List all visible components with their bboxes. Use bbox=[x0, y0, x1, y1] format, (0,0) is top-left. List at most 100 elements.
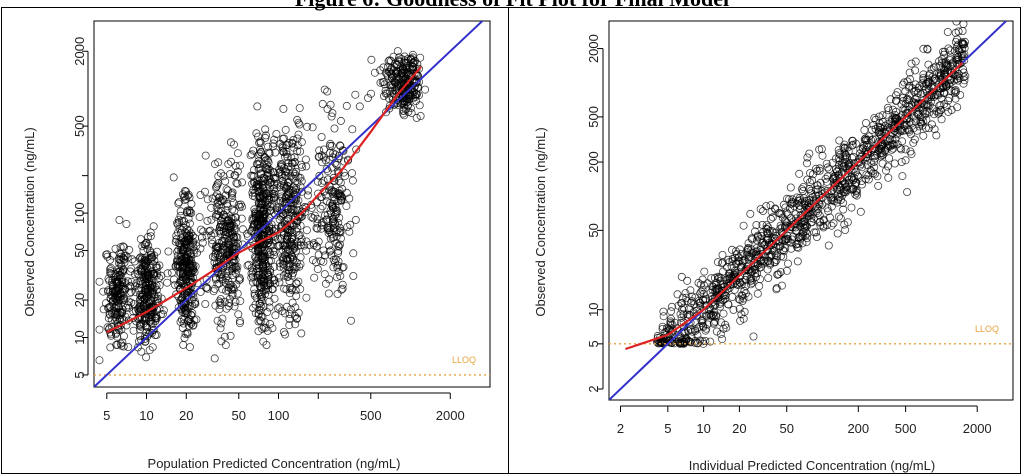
observation-point bbox=[831, 154, 840, 163]
observation-point bbox=[226, 170, 235, 179]
observation-point bbox=[264, 262, 273, 271]
observation-point bbox=[917, 118, 926, 127]
x-tick-label: 50 bbox=[232, 408, 246, 423]
observation-point bbox=[751, 248, 760, 257]
observation-point bbox=[113, 308, 122, 317]
observation-point bbox=[289, 174, 298, 183]
observation-point bbox=[260, 192, 269, 201]
observation-point bbox=[176, 228, 185, 237]
observation-point bbox=[932, 131, 941, 140]
observation-point bbox=[270, 135, 279, 144]
observation-point bbox=[319, 176, 328, 185]
observation-point bbox=[937, 115, 946, 124]
observation-point bbox=[263, 308, 272, 317]
observation-point bbox=[122, 219, 131, 228]
observation-point bbox=[232, 218, 241, 227]
observation-point bbox=[712, 327, 721, 336]
observation-point bbox=[287, 285, 296, 294]
observation-point bbox=[212, 210, 221, 219]
observation-point bbox=[707, 292, 716, 301]
observation-point bbox=[684, 305, 693, 314]
observation-point bbox=[879, 150, 888, 159]
observation-point bbox=[307, 203, 316, 212]
observation-point bbox=[753, 236, 762, 245]
observation-point bbox=[387, 74, 396, 83]
observation-point bbox=[278, 142, 287, 151]
observation-point bbox=[317, 179, 326, 188]
observation-point bbox=[319, 145, 328, 154]
observation-point bbox=[943, 60, 952, 69]
observation-point bbox=[248, 267, 257, 276]
observation-point bbox=[719, 296, 728, 305]
observation-point bbox=[207, 236, 216, 245]
observation-point bbox=[130, 270, 139, 279]
observation-point bbox=[215, 227, 224, 236]
observation-point bbox=[248, 179, 257, 188]
observation-point bbox=[143, 257, 152, 266]
observation-point bbox=[222, 304, 231, 313]
observation-point bbox=[321, 156, 330, 165]
observation-point bbox=[222, 205, 231, 214]
observation-point bbox=[346, 316, 355, 325]
observation-point bbox=[728, 292, 737, 301]
observation-point bbox=[183, 206, 192, 215]
observation-point bbox=[225, 231, 234, 240]
observation-point bbox=[903, 77, 912, 86]
observation-point bbox=[828, 196, 837, 205]
observation-point bbox=[267, 200, 276, 209]
observation-point bbox=[216, 169, 225, 178]
observation-point bbox=[216, 295, 225, 304]
observation-point bbox=[919, 44, 928, 53]
observation-point bbox=[919, 70, 928, 79]
observation-point bbox=[286, 205, 295, 214]
observation-point bbox=[230, 238, 239, 247]
observation-point bbox=[259, 230, 268, 239]
observation-point bbox=[187, 199, 196, 208]
observation-point bbox=[279, 104, 288, 113]
observation-point bbox=[813, 185, 822, 194]
observation-point bbox=[164, 247, 173, 256]
observation-point bbox=[728, 245, 737, 254]
observation-point bbox=[723, 263, 732, 272]
observation-point bbox=[255, 270, 264, 279]
observation-point bbox=[932, 107, 941, 116]
observation-point bbox=[291, 169, 300, 178]
observation-point bbox=[149, 325, 158, 334]
observation-point bbox=[106, 328, 115, 337]
observation-point bbox=[211, 183, 220, 192]
observation-point bbox=[107, 278, 116, 287]
observation-point bbox=[294, 130, 303, 139]
observation-point bbox=[293, 238, 302, 247]
observation-point bbox=[781, 217, 790, 226]
observation-point bbox=[902, 95, 911, 104]
observation-point bbox=[285, 309, 294, 318]
observation-point bbox=[936, 71, 945, 80]
observation-point bbox=[270, 192, 279, 201]
observation-point bbox=[270, 294, 279, 303]
observation-point bbox=[416, 112, 425, 121]
observation-point bbox=[811, 164, 820, 173]
observation-point bbox=[249, 146, 258, 155]
y-tick-label: 2000 bbox=[72, 37, 87, 66]
observation-point bbox=[220, 213, 229, 222]
x-tick-label: 2 bbox=[617, 421, 624, 436]
observation-point bbox=[278, 212, 287, 221]
observation-point bbox=[334, 246, 343, 255]
observation-point bbox=[320, 270, 329, 279]
observation-point bbox=[772, 242, 781, 251]
observation-point bbox=[658, 322, 667, 331]
observation-point bbox=[813, 203, 822, 212]
observation-point bbox=[781, 203, 790, 212]
observation-point bbox=[921, 110, 930, 119]
observation-point bbox=[150, 271, 159, 280]
observation-point bbox=[743, 244, 752, 253]
observation-point bbox=[326, 206, 335, 215]
observation-point bbox=[333, 289, 342, 298]
observation-point bbox=[753, 269, 762, 278]
y-tick-label: 5 bbox=[72, 371, 87, 378]
observation-point bbox=[283, 140, 292, 149]
observation-point bbox=[252, 210, 261, 219]
observation-point bbox=[694, 278, 703, 287]
observation-point bbox=[176, 207, 185, 216]
